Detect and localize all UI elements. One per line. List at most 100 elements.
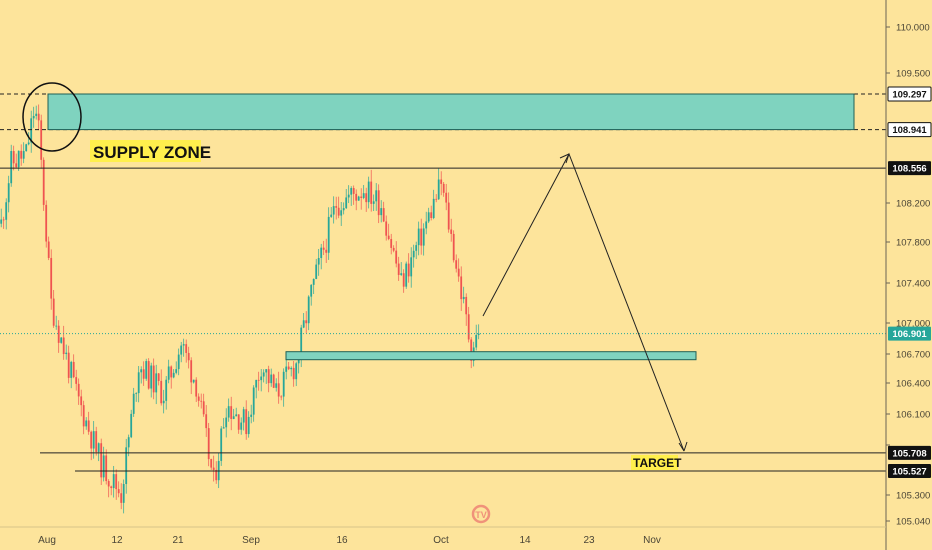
candle-body bbox=[342, 208, 345, 211]
candle-body bbox=[360, 196, 363, 198]
candle-body bbox=[350, 188, 353, 195]
candle-body bbox=[285, 366, 288, 372]
candle-body bbox=[157, 373, 160, 381]
candle-body bbox=[330, 214, 333, 217]
candle-body bbox=[212, 467, 215, 470]
candle-body bbox=[235, 414, 238, 417]
candle-body bbox=[182, 344, 185, 346]
candle-body bbox=[102, 455, 105, 478]
price-tick-label: 106.400 bbox=[896, 379, 930, 390]
candle-body bbox=[410, 257, 413, 277]
candle-body bbox=[310, 284, 313, 297]
candle-body bbox=[162, 400, 165, 404]
candle-body bbox=[45, 204, 48, 242]
candle-body bbox=[407, 263, 410, 277]
candle-body bbox=[172, 372, 175, 378]
price-label-box bbox=[888, 445, 931, 460]
price-labels: 109.297 108.941 108.556 106.901 105.708 105.5… bbox=[887, 86, 932, 478]
candle-body bbox=[327, 216, 330, 253]
candle-body bbox=[180, 345, 183, 355]
candle-body bbox=[210, 459, 213, 468]
price-label-box bbox=[888, 161, 931, 176]
candle-body bbox=[205, 414, 208, 429]
candle-body bbox=[97, 443, 100, 452]
candle-body bbox=[22, 151, 25, 159]
price-tick-label: 106.100 bbox=[896, 410, 930, 421]
time-axis[interactable]: Aug 12 21 Sep 16 Oct 14 23 Nov bbox=[0, 526, 886, 546]
candle-body bbox=[142, 369, 145, 379]
arrowhead-up bbox=[559, 153, 570, 164]
candle-body bbox=[282, 371, 285, 397]
price-tick-label: 108.200 bbox=[896, 199, 930, 210]
price-axis[interactable]: 110.000 109.500 108.200 107.800 107.400 107.0… bbox=[886, 23, 930, 528]
candle-body bbox=[295, 363, 298, 380]
candle-body bbox=[375, 190, 378, 202]
price-tick-label: 107.000 bbox=[896, 319, 930, 330]
candle-body bbox=[465, 296, 468, 315]
candle-body bbox=[415, 245, 418, 251]
price-tick-label: 107.800 bbox=[896, 238, 930, 249]
candle-body bbox=[125, 447, 128, 485]
candle-body bbox=[347, 194, 350, 198]
candle-body bbox=[82, 405, 85, 427]
price-label: 108.556 bbox=[892, 164, 926, 175]
candle-body bbox=[175, 369, 178, 373]
candle-body bbox=[280, 396, 283, 398]
candle-body bbox=[337, 207, 340, 216]
candle-body bbox=[62, 337, 65, 355]
candle-body bbox=[417, 228, 420, 246]
candle-body bbox=[150, 365, 153, 389]
candle-body bbox=[400, 273, 403, 275]
candle-body bbox=[92, 431, 95, 449]
candle-body bbox=[30, 118, 33, 143]
candle-body bbox=[110, 486, 113, 489]
candle-body bbox=[27, 142, 30, 145]
candle-body bbox=[370, 181, 373, 204]
candle-body bbox=[255, 379, 258, 388]
candle-body bbox=[355, 193, 358, 201]
candle-body bbox=[442, 183, 445, 193]
time-tick-label: Oct bbox=[433, 535, 449, 546]
candle-body bbox=[85, 420, 88, 427]
time-tick-label: Nov bbox=[643, 535, 661, 546]
candle-body bbox=[17, 150, 20, 168]
candle-body bbox=[65, 352, 68, 355]
price-tick-label: 107.400 bbox=[896, 279, 930, 290]
time-tick-label: Aug bbox=[38, 535, 56, 546]
candle-body bbox=[425, 221, 428, 229]
price-tick-label: 105.300 bbox=[896, 491, 930, 502]
candle-body bbox=[412, 250, 415, 258]
candle-body bbox=[75, 377, 78, 384]
candle-body bbox=[230, 406, 233, 419]
zones bbox=[47, 93, 855, 361]
candle-body bbox=[137, 372, 140, 394]
candle-body bbox=[200, 400, 203, 402]
price-tick-label: 106.700 bbox=[896, 350, 930, 361]
candle-body bbox=[220, 428, 223, 461]
price-label: 106.901 bbox=[892, 329, 927, 340]
candle-body bbox=[130, 413, 133, 438]
candle-body bbox=[67, 352, 70, 378]
candle-body bbox=[237, 414, 240, 430]
candle-body bbox=[55, 325, 58, 327]
time-tick-label: 12 bbox=[111, 535, 123, 546]
candle-body bbox=[450, 229, 453, 234]
supply-zone-label: SUPPLY ZONE bbox=[93, 143, 211, 162]
candle-body bbox=[215, 469, 218, 481]
candle-body bbox=[127, 437, 130, 448]
candle-body bbox=[380, 208, 383, 216]
candle-body bbox=[77, 383, 80, 397]
supply-zone bbox=[47, 93, 855, 131]
candle-body bbox=[402, 273, 405, 287]
candle-body bbox=[145, 361, 148, 379]
candle-body bbox=[135, 393, 138, 394]
candle-body bbox=[405, 263, 408, 287]
candle-body bbox=[165, 379, 168, 401]
candle-body bbox=[440, 179, 443, 184]
candle-body bbox=[267, 369, 270, 384]
price-label: 108.941 bbox=[892, 125, 927, 136]
candle-body bbox=[185, 344, 188, 353]
target-label: TARGET bbox=[633, 456, 682, 470]
candle-body bbox=[437, 179, 440, 200]
